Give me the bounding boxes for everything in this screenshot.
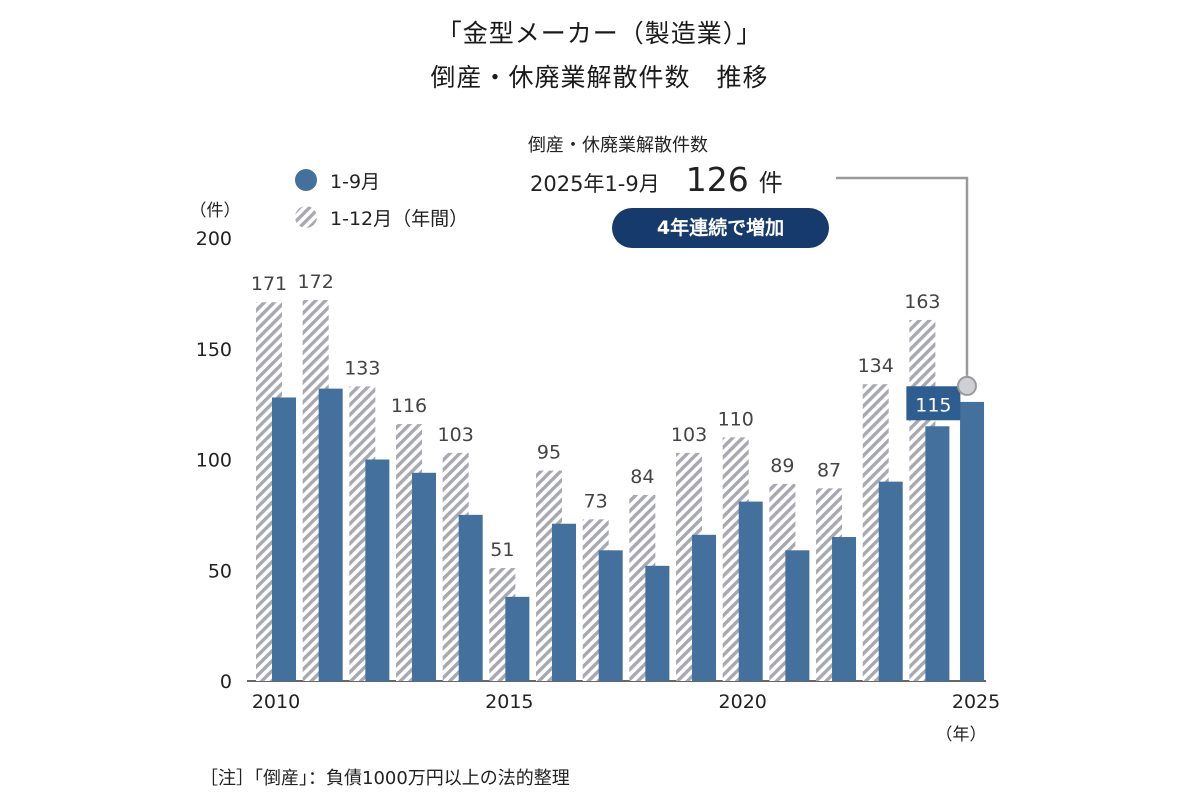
data-label-jan-sep-2024: 115 [915, 394, 951, 416]
data-label-full-year-2021: 89 [770, 455, 794, 477]
data-label-full-year-2013: 116 [391, 395, 427, 417]
legend: 1-9月 1-12月（年間） [295, 169, 468, 230]
bar-jan-sep-2010 [272, 397, 296, 681]
x-tick-label-2025: 2025 [952, 691, 1000, 713]
callout-period: 2025年1-9月 [530, 172, 660, 196]
callout-unit: 件 [758, 169, 783, 197]
data-label-full-year-2024: 163 [904, 291, 940, 313]
data-label-full-year-2014: 103 [438, 424, 474, 446]
connector-dot [957, 375, 977, 396]
data-label-full-year-2020: 110 [718, 408, 754, 430]
bar-jan-sep-2017 [598, 550, 623, 681]
bar-jan-sep-2024 [925, 426, 950, 681]
y-tick-label: 50 [208, 560, 232, 582]
y-tick-label: 0 [220, 671, 232, 693]
x-tick-label-2015: 2015 [485, 691, 533, 713]
x-axis-unit: （年） [936, 725, 987, 745]
bar-jan-sep-2015 [505, 596, 530, 681]
bar-jan-sep-2021 [785, 550, 810, 681]
data-label-full-year-2012: 133 [344, 357, 380, 379]
data-label-full-year-2010: 171 [251, 273, 287, 295]
bar-jan-sep-2012 [365, 459, 390, 681]
y-tick-label: 150 [196, 339, 232, 361]
trend-badge: 4年連続で増加 [612, 208, 829, 248]
bar-jan-sep-2023 [878, 481, 903, 681]
y-axis-unit: （件） [190, 201, 241, 221]
data-label-full-year-2022: 87 [817, 459, 841, 481]
legend-swatch-full-year [295, 206, 317, 228]
data-label-full-year-2023: 134 [858, 355, 894, 377]
data-label-full-year-2017: 73 [584, 490, 608, 512]
legend-label-full-year: 1-12月（年間） [330, 208, 468, 230]
x-tick-label-2020: 2020 [719, 691, 767, 713]
data-label-full-year-2016: 95 [537, 442, 561, 464]
data-label-full-year-2011: 172 [298, 271, 334, 293]
bar-jan-sep-2014 [458, 514, 483, 681]
bar-jan-sep-2025 [960, 401, 985, 681]
callout-value-row: 2025年1-9月 126 件 [530, 160, 783, 200]
bar-jan-sep-2020 [738, 501, 763, 681]
data-label-full-year-2015: 51 [490, 539, 514, 561]
chart-title-line-1: 「金型メーカー（製造業）」 [436, 19, 763, 48]
data-label-box-jan-sep-2024 [906, 386, 961, 421]
bar-jan-sep-2019 [692, 534, 717, 681]
legend-swatch-jan-sep [295, 169, 317, 191]
chart-title-line-2: 倒産・休廃業解散件数 推移 [430, 63, 769, 92]
x-tick-label-2010: 2010 [252, 691, 300, 713]
bar-jan-sep-2016 [552, 523, 577, 681]
legend-label-jan-sep: 1-9月 [330, 171, 380, 193]
callout-heading: 倒産・休廃業解散件数 [528, 135, 708, 156]
bar-jan-sep-2022 [832, 537, 857, 681]
data-label-full-year-2018: 84 [630, 466, 654, 488]
y-tick-label: 200 [196, 228, 232, 250]
bar-jan-sep-2013 [412, 472, 437, 681]
bar-jan-sep-2011 [318, 388, 343, 681]
bar-jan-sep-2018 [645, 565, 670, 681]
y-tick-label: 100 [196, 450, 232, 472]
callout-connector [836, 176, 977, 396]
connector-line [836, 176, 969, 376]
footnote: ［注］「倒産」：負債1000万円以上の法的整理 [200, 768, 570, 789]
callout-value: 126 [685, 160, 749, 199]
data-label-full-year-2019: 103 [671, 424, 707, 446]
